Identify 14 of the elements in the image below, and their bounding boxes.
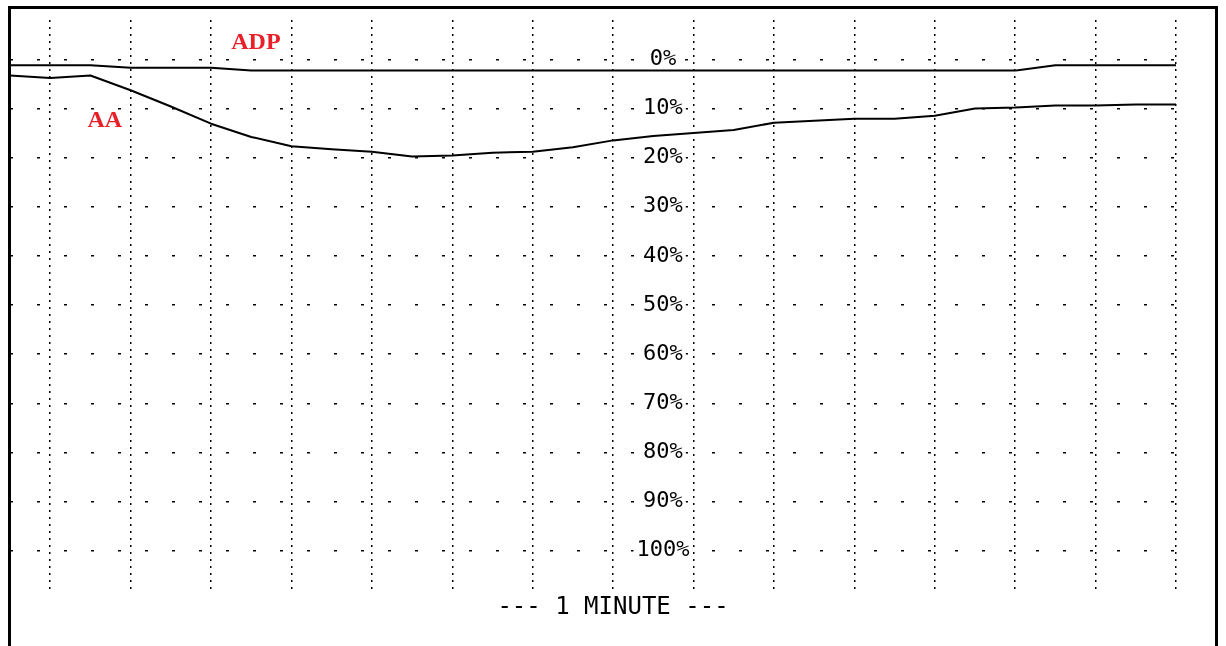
y-tick-label: 90%: [643, 487, 683, 513]
y-tick-label: 20%: [643, 143, 683, 169]
series-label: ADP: [231, 27, 281, 54]
y-tick-label: 100%: [636, 536, 690, 562]
y-tick-label: 50%: [643, 290, 683, 316]
y-tick-label: 80%: [643, 438, 683, 464]
y-tick-label: 40%: [643, 241, 683, 267]
series-label: AA: [87, 105, 123, 132]
y-tick-label: 0%: [649, 45, 677, 71]
y-tick-label: 30%: [643, 192, 683, 218]
y-tick-label: 70%: [643, 388, 683, 414]
x-axis-title: --- 1 MINUTE ---: [496, 592, 730, 620]
y-tick-label: 60%: [643, 339, 683, 365]
y-tick-label: 10%: [643, 94, 683, 120]
